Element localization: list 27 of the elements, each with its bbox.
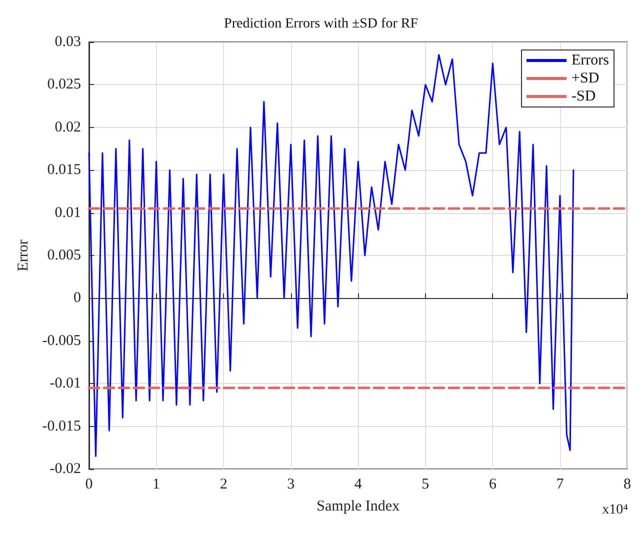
y-axis-title: Error (16, 240, 32, 272)
x-tick-label: 8 (624, 476, 631, 492)
x-tick-label: 1 (152, 476, 160, 492)
y-tick-label: -0.02 (50, 461, 81, 477)
y-tick-label: 0.015 (47, 162, 81, 178)
legend-label: +SD (572, 70, 600, 86)
y-tick-label: 0 (74, 290, 81, 306)
x-tick-label: 5 (422, 476, 430, 492)
legend-label: -SD (572, 88, 596, 104)
text: x10⁴ (602, 502, 628, 518)
y-tick-label: -0.01 (50, 376, 81, 392)
y-tick-label: -0.015 (42, 418, 81, 434)
x-tick-label: 4 (354, 476, 362, 492)
y-tick-label: 0.03 (54, 34, 81, 50)
x-tick-label: 2 (220, 476, 228, 492)
x-tick-label: 0 (85, 476, 93, 492)
y-tick-label: 0.01 (54, 204, 81, 221)
x-axis-title: Sample Index (316, 498, 400, 514)
y-tick-label: 0.02 (54, 119, 81, 136)
x-tick-label: 3 (287, 476, 295, 492)
chart-title: Prediction Errors with ±SD for RF (224, 16, 418, 32)
x-tick-label: 6 (488, 476, 497, 492)
y-tick-label: 0.025 (47, 76, 81, 93)
y-tick-label: -0.005 (42, 332, 81, 349)
y-tick-label: 0.005 (47, 248, 81, 264)
x-tick-label: 7 (556, 476, 564, 492)
legend-label: Errors (572, 52, 610, 68)
